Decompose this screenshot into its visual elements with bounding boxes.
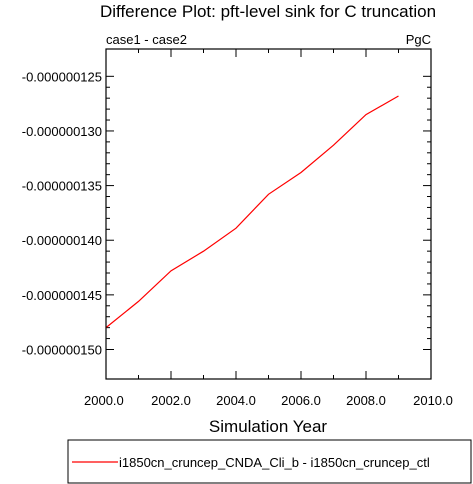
legend: i1850cn_cruncep_CNDA_Cli_b - i1850cn_cru… (67, 439, 472, 484)
y-tick-label: -0.000000135 (22, 179, 102, 194)
x-tick-label: 2000.0 (84, 393, 124, 408)
series-layer (105, 95, 399, 329)
legend-label: i1850cn_cruncep_CNDA_Cli_b - i1850cn_cru… (119, 455, 430, 470)
y-tick-label: -0.000000150 (22, 342, 102, 357)
x-tick-label: 2006.0 (281, 393, 321, 408)
chart-units-label: PgC (406, 32, 431, 47)
legend-box (67, 439, 472, 484)
x-tick-label: 2002.0 (151, 393, 191, 408)
y-tick-label: -0.000000140 (22, 233, 102, 248)
x-axis-label: Simulation Year (209, 417, 327, 436)
chart-title: Difference Plot: pft-level sink for C tr… (100, 2, 436, 21)
y-tick-label: -0.000000125 (22, 69, 102, 84)
chart-subtitle-left: case1 - case2 (106, 32, 187, 47)
y-axis: -0.000000125 -0.000000130 -0.000000135 -0.0… (22, 69, 431, 357)
plot-frame (105, 48, 432, 380)
x-tick-label: 2004.0 (216, 393, 256, 408)
x-tick-label: 2008.0 (346, 393, 386, 408)
x-tick-label: 2010.0 (413, 393, 453, 408)
y-tick-label: -0.000000130 (22, 124, 102, 139)
x-axis: 2000.0 2002.0 2004.0 2006.0 2008.0 2010.0 (84, 49, 453, 408)
series-line (105, 95, 399, 329)
y-tick-label: -0.000000145 (22, 288, 102, 303)
